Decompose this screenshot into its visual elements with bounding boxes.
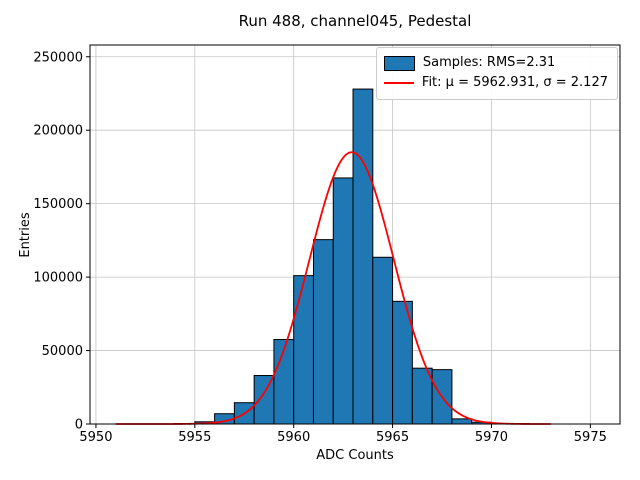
y-tick-label: 100000 — [33, 271, 83, 286]
plot-frame — [89, 44, 621, 425]
x-tick-label: 5970 — [475, 430, 508, 445]
y-tick-label: 50000 — [42, 344, 83, 359]
y-tick-label: 250000 — [33, 50, 83, 65]
legend: Samples: RMS=2.31 Fit: μ = 5962.931, σ =… — [375, 47, 618, 101]
histogram-swatch — [383, 55, 415, 71]
histogram-bar — [293, 275, 314, 425]
x-tick-label: 5965 — [376, 430, 409, 445]
y-tick-label: 150000 — [33, 197, 83, 212]
histogram-bar — [451, 418, 473, 425]
x-axis-label: ADC Counts — [316, 448, 394, 463]
legend-item-fit: Fit: μ = 5962.931, σ = 2.127 — [383, 73, 608, 93]
histogram-bar — [332, 177, 354, 425]
y-tick-label: 0 — [75, 418, 83, 433]
legend-samples-label: Samples: RMS=2.31 — [422, 55, 556, 70]
histogram-bar — [411, 367, 433, 425]
x-tick-label: 5955 — [178, 430, 211, 445]
chart-title: Run 488, channel045, Pedestal — [238, 12, 472, 30]
x-tick-label: 5960 — [277, 430, 310, 445]
x-tick-label: 5975 — [574, 430, 607, 445]
legend-item-samples: Samples: RMS=2.31 — [383, 53, 608, 73]
histogram-bar — [352, 88, 374, 425]
legend-fit-label: Fit: μ = 5962.931, σ = 2.127 — [421, 75, 608, 91]
histogram-bar — [372, 256, 394, 425]
y-axis-label: Entries — [18, 212, 33, 258]
y-tick-label: 200000 — [33, 124, 83, 139]
x-tick-label: 5950 — [79, 430, 112, 445]
fit-line-swatch — [383, 82, 414, 85]
histogram-bar — [312, 239, 334, 425]
